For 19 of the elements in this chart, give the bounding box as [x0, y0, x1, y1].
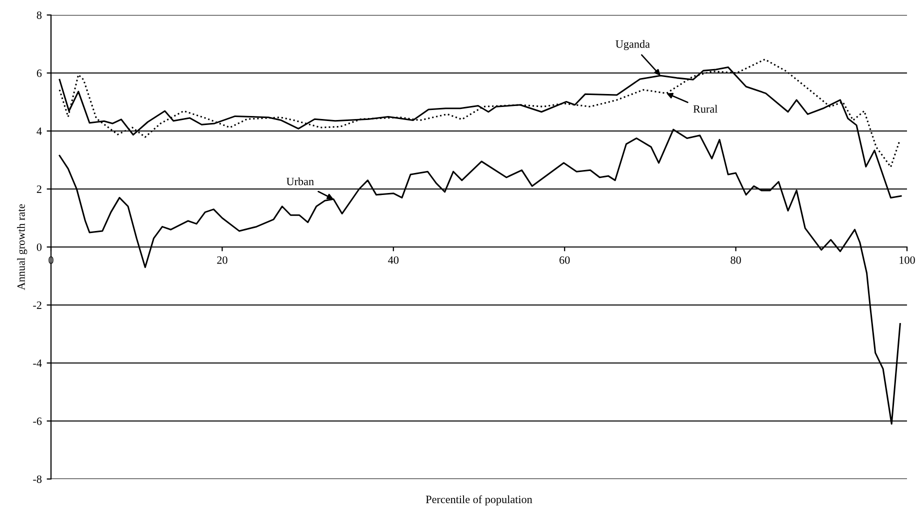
y-tick-label: -8 — [33, 475, 42, 483]
y-tick-label: 0 — [36, 243, 42, 251]
y-tick-label: 8 — [36, 11, 42, 19]
text: Uganda — [616, 40, 650, 50]
y-tick-label: 6 — [36, 69, 42, 77]
y-axis-title: Annual growth rate — [17, 204, 28, 290]
text: Rural — [693, 104, 718, 113]
y-tick-label: 2 — [36, 185, 42, 193]
x-tick-label: 40 — [388, 256, 399, 264]
y-tick-label: -4 — [33, 360, 42, 367]
x-tick-label: 60 — [560, 256, 570, 264]
x-tick-label: 20 — [217, 256, 228, 264]
x-tick-label: 80 — [730, 256, 741, 264]
y-tick-label: 4 — [36, 128, 42, 135]
y-tick-label: -2 — [33, 301, 42, 309]
x-axis-title: Percentile of population — [426, 495, 532, 506]
series-label: Urban — [286, 177, 314, 186]
x-tick-label: 100 — [900, 256, 915, 264]
y-tick-label: -6 — [33, 417, 42, 425]
